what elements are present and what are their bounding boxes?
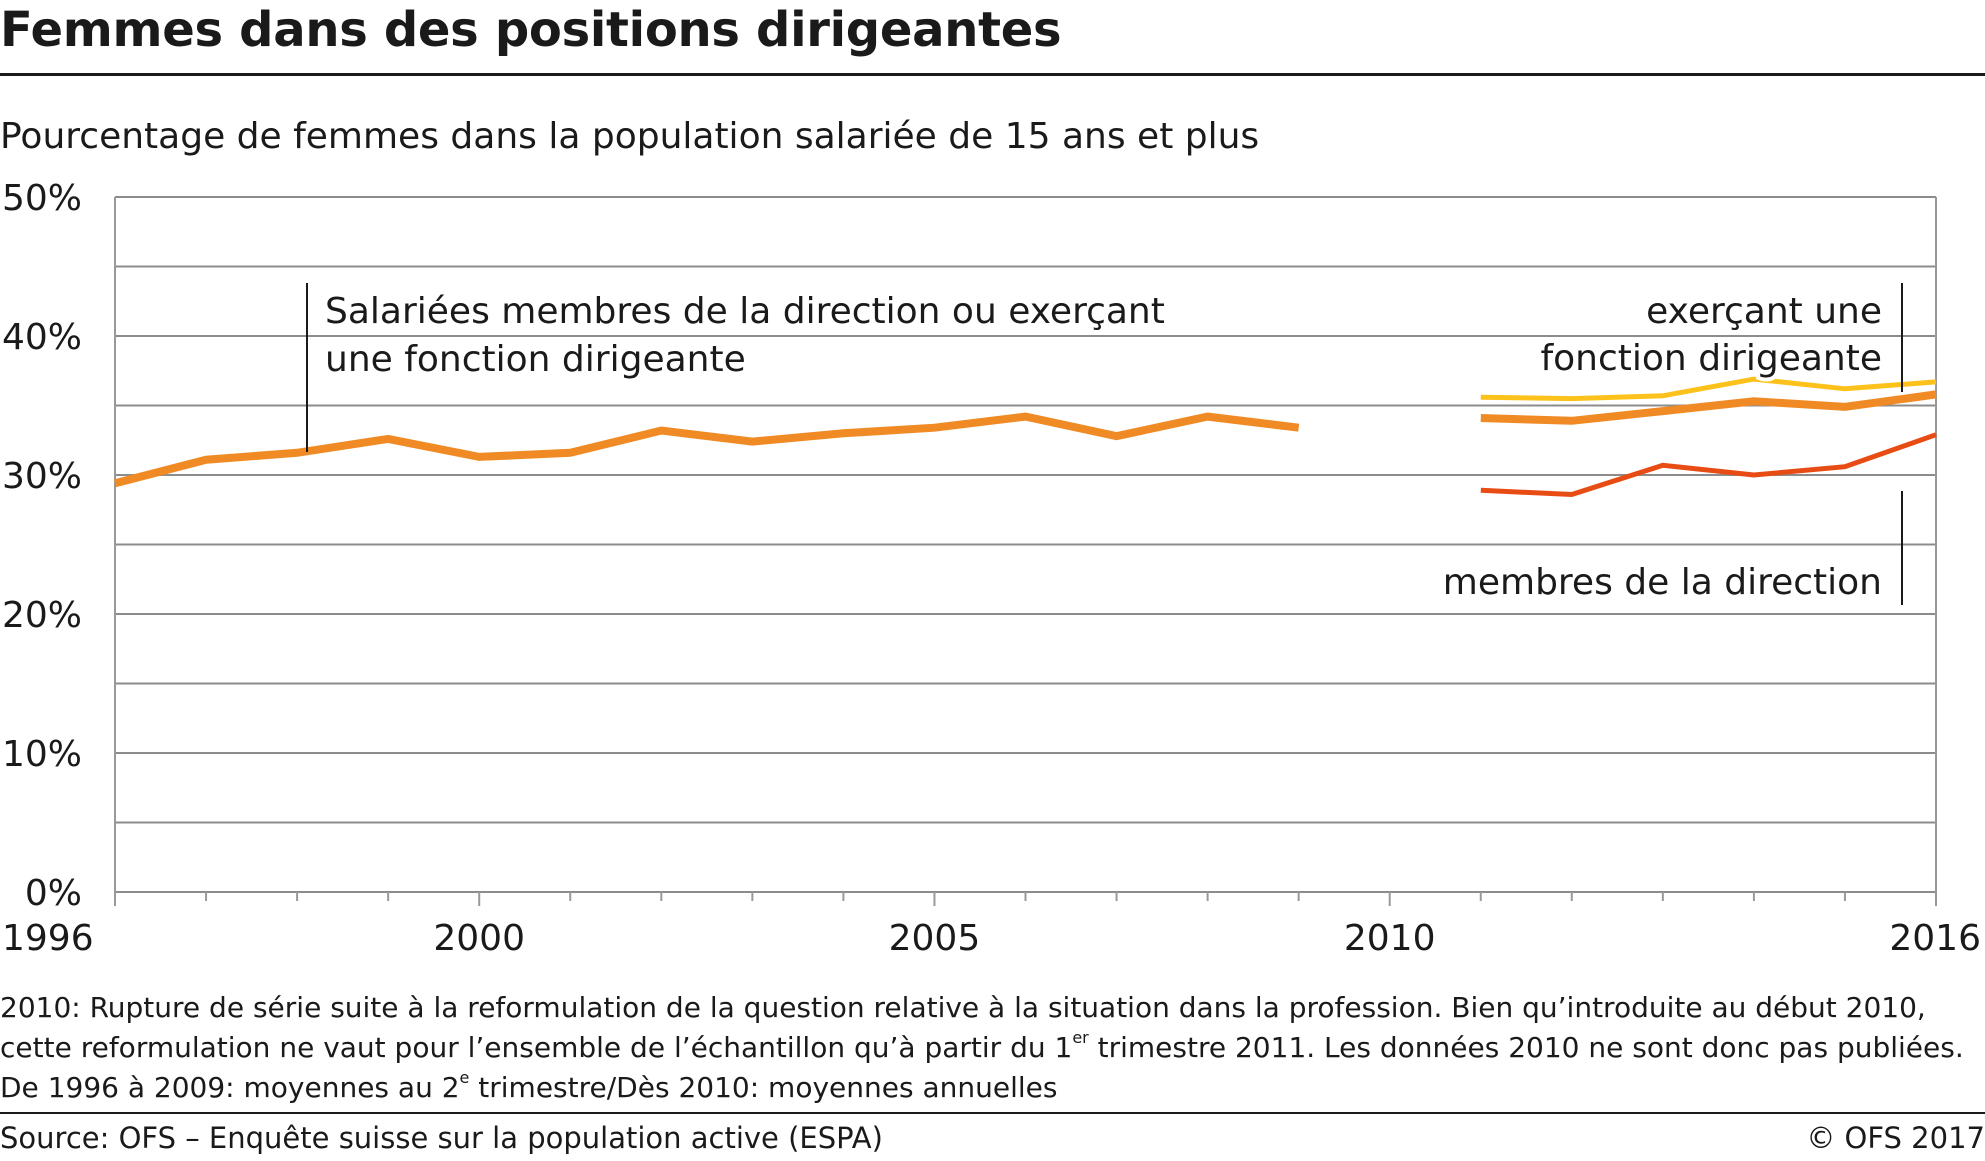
note-line-1: 2010: Rupture de série suite à la reform…	[0, 991, 1926, 1024]
chart-series	[113, 376, 1937, 498]
series-label-text: Salariées membres de la direction ou exe…	[325, 291, 1165, 332]
series-line-0-segment-1	[1480, 390, 1937, 425]
y-tick-label: 10%	[2, 734, 82, 775]
note-reformulation: cette reformulation ne vaut pour l’ensem…	[0, 1028, 1964, 1068]
note-averages: De 1996 à 2009: moyennes au 2e trimestre…	[0, 1068, 1964, 1108]
series-label-text: fonction dirigeante	[1540, 338, 1882, 379]
x-tick-label: 1996	[2, 918, 94, 959]
title-divider	[0, 73, 1985, 76]
y-tick-label: 30%	[2, 456, 82, 497]
source-text: Source: OFS – Enquête suisse sur la popu…	[0, 1121, 883, 1155]
series-label-text: une fonction dirigeante	[325, 339, 746, 380]
chart-subtitle: Pourcentage de femmes dans la population…	[0, 116, 1260, 157]
note-line-3a: De 1996 à 2009: moyennes au 2	[0, 1071, 460, 1104]
series-label-text: exerçant une	[1646, 291, 1882, 332]
note-line-3b: trimestre/Dès 2010: moyennes annuelles	[469, 1071, 1058, 1104]
note-line-2-superscript: er	[1072, 1027, 1089, 1047]
x-tick-label: 2000	[433, 918, 525, 959]
x-axis-ticks: 1996 2000 2005 2010 2016	[2, 892, 1981, 959]
y-tick-label: 0%	[25, 873, 82, 914]
x-tick-label: 2016	[1889, 918, 1981, 959]
y-tick-label: 40%	[2, 317, 82, 358]
x-tick-label: 2010	[1344, 918, 1436, 959]
chart-notes: 2010: Rupture de série suite à la reform…	[0, 988, 1964, 1108]
note-line-2a: cette reformulation ne vaut pour l’ensem…	[0, 1031, 1073, 1064]
chart-grid	[114, 196, 1937, 893]
y-axis-ticks: 0% 10% 20% 30% 40% 50%	[2, 178, 82, 914]
series-labels: Salariées membres de la direction ou exe…	[306, 283, 1903, 607]
series-line-2-segment-0	[1480, 432, 1937, 498]
series-line-0-segment-0	[113, 412, 1300, 488]
series-line-1-segment-0	[1480, 376, 1937, 402]
copyright-text: © OFS 2017	[1806, 1121, 1985, 1155]
source-divider	[0, 1112, 1985, 1114]
y-tick-label: 50%	[2, 178, 82, 219]
note-series-break: 2010: Rupture de série suite à la reform…	[0, 988, 1964, 1028]
line-chart: 0% 10% 20% 30% 40% 50% 1996 2000 2005 2010 2016 S…	[2, 178, 1981, 959]
x-tick-label: 2005	[889, 918, 981, 959]
series-label-text: membres de la direction	[1443, 562, 1882, 603]
chart-title: Femmes dans des positions dirigeantes	[0, 2, 1062, 58]
note-line-3-superscript: e	[459, 1067, 470, 1087]
note-line-2b: trimestre 2011. Les données 2010 ne sont…	[1088, 1031, 1964, 1064]
y-tick-label: 20%	[2, 595, 82, 636]
